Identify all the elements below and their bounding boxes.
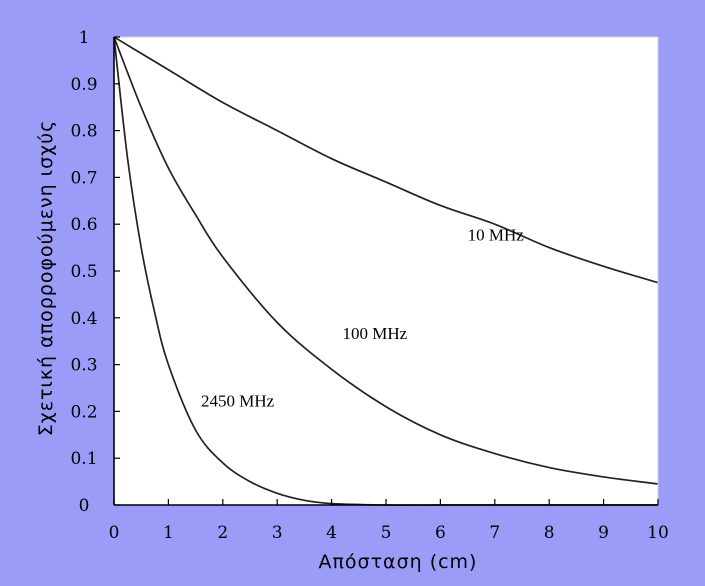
tick-labels: 0 1 2 3 4 5 6 7 8 9 10 0 0.1 0.2 0.3 0.4 0.5 0.6 0.7 0.8 0.9… [70, 28, 668, 543]
x-tick-label: 10 [647, 523, 669, 543]
y-tick-label: 0 [79, 496, 90, 516]
y-tick-label: 0.6 [70, 215, 97, 235]
series-label-10-mhz: 10 MHz [468, 226, 525, 245]
x-tick-label: 6 [435, 523, 446, 543]
series-label-100-mhz: 100 MHz [342, 324, 407, 343]
y-tick-label: 1 [79, 28, 90, 48]
y-axis-title: Σχετική απορροφούμενη ισχύς [35, 120, 57, 437]
x-tick-label: 7 [489, 523, 500, 543]
x-tick-label: 2 [217, 523, 228, 543]
x-tick-label: 4 [326, 523, 337, 543]
x-tick-label: 8 [544, 523, 555, 543]
x-tick-label: 9 [598, 523, 609, 543]
y-tick-label: 0.3 [70, 356, 97, 376]
y-tick-label: 0.8 [70, 122, 97, 142]
series-annotations: 10 MHz 100 MHz 2450 MHz [201, 226, 524, 411]
series-line-10-mhz [113, 36, 659, 284]
y-tick-label: 0.2 [70, 402, 97, 422]
y-tick-label: 0.1 [70, 449, 97, 469]
x-tick-label: 3 [272, 523, 283, 543]
x-tick-label: 1 [163, 523, 174, 543]
x-axis-title: Απόσταση (cm) [319, 551, 478, 573]
y-tick-label: 0.4 [70, 309, 97, 329]
series-line-100-mhz [113, 36, 659, 485]
x-tick-label: 5 [381, 523, 392, 543]
y-tick-label: 0.9 [70, 75, 97, 95]
y-tick-label: 0.5 [70, 262, 97, 282]
y-tick-label: 0.7 [70, 168, 97, 188]
plot-area [114, 37, 658, 505]
tick-marks [113, 36, 659, 506]
x-tick-label: 0 [109, 523, 120, 543]
series-label-2450-mhz: 2450 MHz [201, 392, 275, 411]
